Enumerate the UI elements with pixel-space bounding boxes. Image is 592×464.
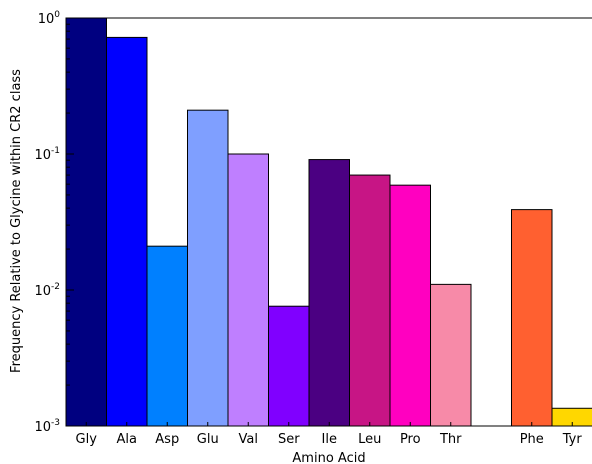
x-tick-label-leu: Leu <box>358 432 381 447</box>
y-tick-label: 100 <box>38 10 61 27</box>
bar-ser <box>268 305 310 427</box>
x-tick-label-pro: Pro <box>400 432 421 447</box>
bar-glu <box>187 109 229 427</box>
x-tick-label-phe: Phe <box>520 432 544 447</box>
bar-gly <box>65 17 107 427</box>
y-axis-title: Frequency Relative to Glycine within CR2… <box>9 69 24 373</box>
bar-val <box>227 153 269 427</box>
bar-asp <box>146 245 188 427</box>
x-tick-label-gly: Gly <box>76 432 98 447</box>
bar-pro <box>389 184 431 427</box>
bar-ala <box>106 36 148 427</box>
y-tick-label: 10-3 <box>34 418 60 435</box>
bar-phe <box>511 209 553 427</box>
x-tick-label-ala: Ala <box>117 432 137 447</box>
y-tick-label: 10-2 <box>34 282 60 299</box>
bar-leu <box>349 174 391 427</box>
bars-layer <box>65 17 592 427</box>
bar-ile <box>308 159 350 427</box>
x-tick-label-val: Val <box>239 432 258 447</box>
x-tick-label-thr: Thr <box>439 432 462 447</box>
x-tick-label-glu: Glu <box>197 432 219 447</box>
y-tick-label: 10-1 <box>34 146 60 163</box>
axes-layer <box>65 17 592 427</box>
x-tick-label-ser: Ser <box>278 432 300 447</box>
x-tick-label-ile: Ile <box>322 432 337 447</box>
bar-thr <box>430 283 472 427</box>
x-tick-label-tyr: Tyr <box>562 432 583 447</box>
x-tick-label-asp: Asp <box>155 432 179 447</box>
x-axis-title: Amino Acid <box>292 451 365 464</box>
